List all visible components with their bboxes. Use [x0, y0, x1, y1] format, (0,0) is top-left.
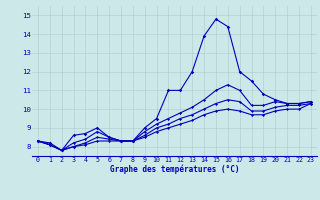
X-axis label: Graphe des températures (°C): Graphe des températures (°C) [110, 164, 239, 174]
